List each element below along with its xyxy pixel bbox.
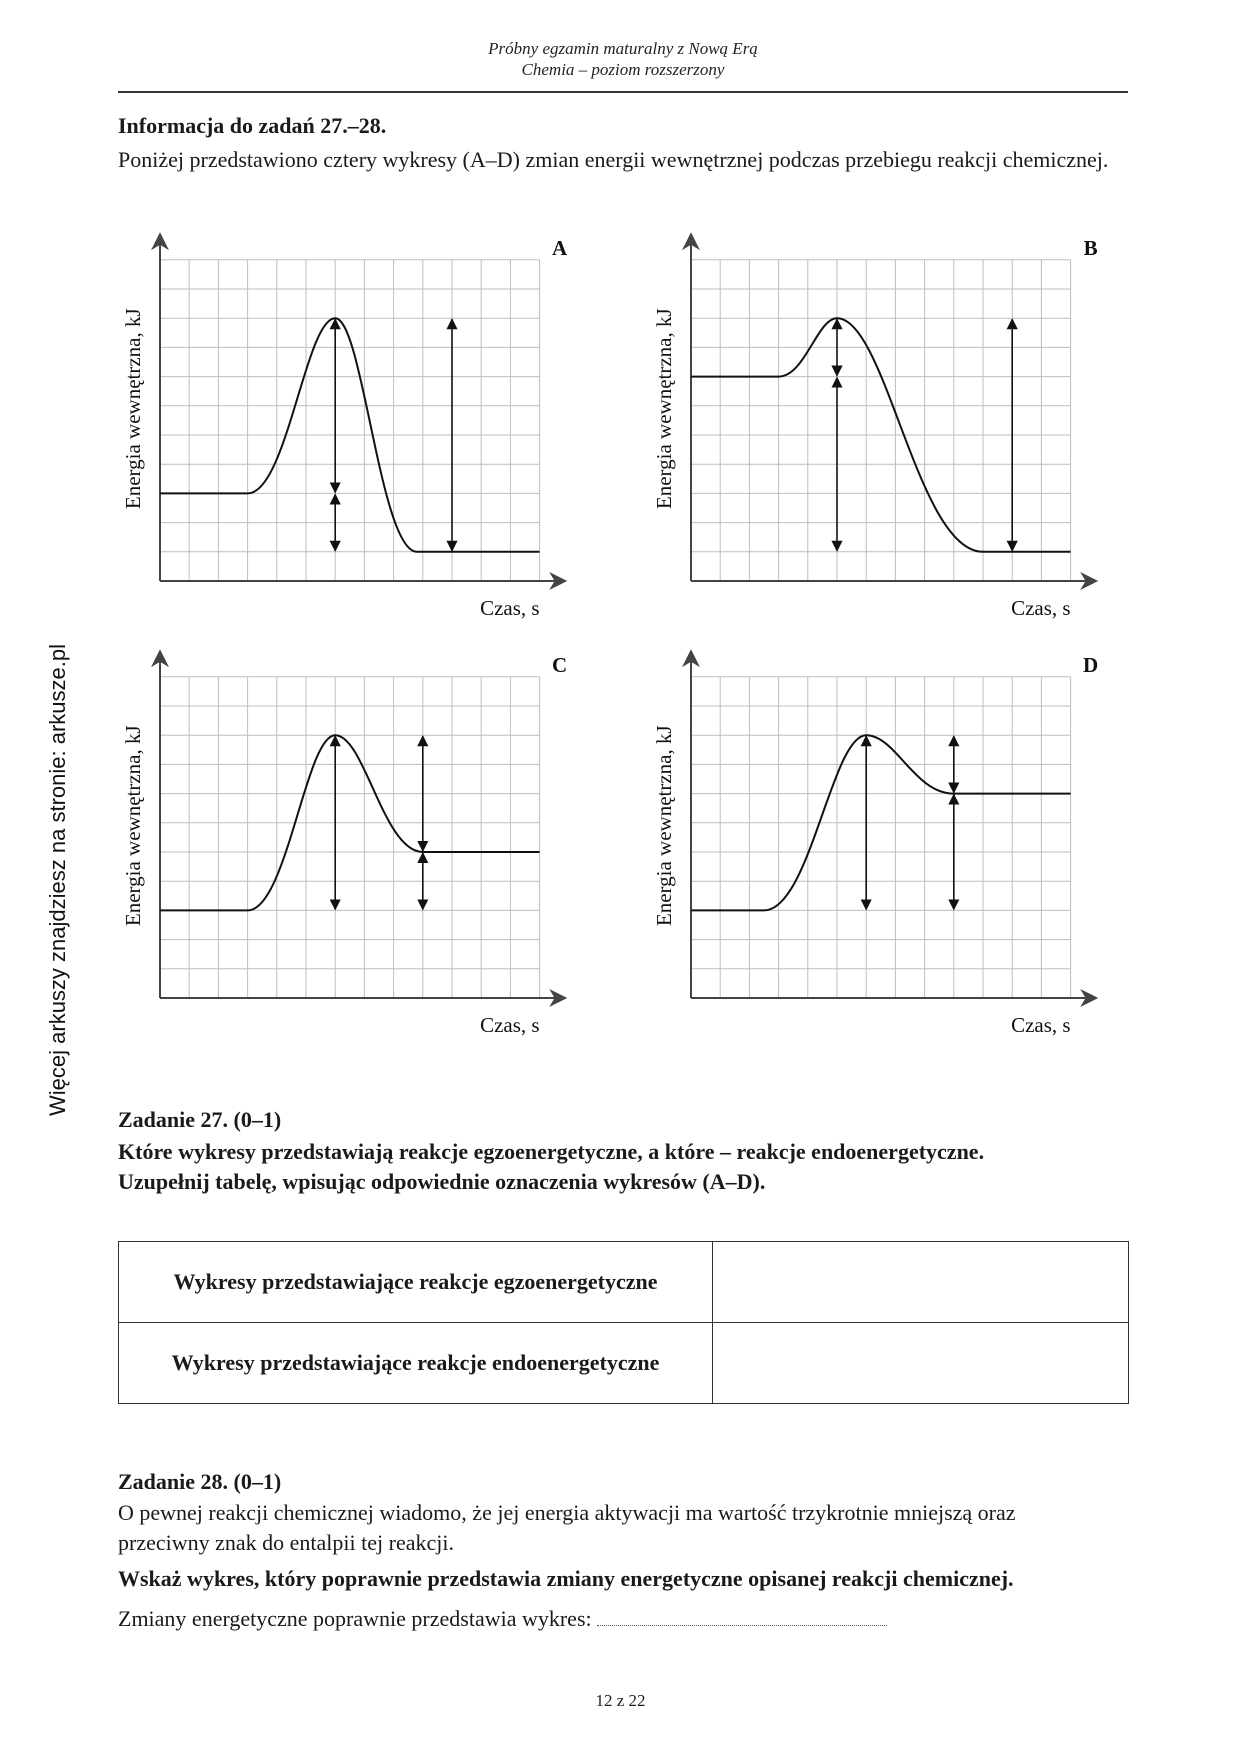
header-divider xyxy=(118,91,1128,93)
page-header: Próbny egzamin maturalny z Nową Erą Chem… xyxy=(118,38,1128,80)
task27-instruction-2: Uzupełnij tabelę, wpisując odpowiednie o… xyxy=(118,1169,766,1194)
panel-label: C xyxy=(552,653,567,677)
task28-instruction: Wskaż wykres, który poprawnie przedstawi… xyxy=(118,1566,1014,1591)
energy-curve xyxy=(691,317,1071,553)
chart-a: A Czas, s Energia wewnętrzna, kJ xyxy=(121,232,568,620)
task27-instruction-1: Które wykresy przedstawiają reakcje egzo… xyxy=(118,1139,985,1164)
page-number: 12 z 22 xyxy=(595,1691,646,1710)
table-row: Wykresy przedstawiające reakcje endoener… xyxy=(118,1322,1129,1404)
panel-label: B xyxy=(1084,236,1098,260)
energy-curve xyxy=(691,734,1071,912)
y-axis-label: Energia wewnętrzna, kJ xyxy=(652,308,676,509)
task28-text: O pewnej reakcji chemicznej wiadomo, że … xyxy=(118,1500,1016,1555)
info-text: Poniżej przedstawiono cztery wykresy (A–… xyxy=(118,147,1109,172)
y-axis-label: Energia wewnętrzna, kJ xyxy=(121,308,145,509)
task28-answer-line: Zmiany energetyczne poprawnie przedstawi… xyxy=(118,1604,888,1634)
y-axis-label: Energia wewnętrzna, kJ xyxy=(121,725,145,926)
panel-label: A xyxy=(552,236,568,260)
answer-cell-exo[interactable] xyxy=(712,1241,1129,1323)
task27-title: Zadanie 27. (0–1) xyxy=(118,1107,282,1132)
answer-cell-endo[interactable] xyxy=(712,1322,1129,1404)
task28-answer-prompt: Zmiany energetyczne poprawnie przedstawi… xyxy=(118,1606,592,1631)
x-axis-label: Czas, s xyxy=(480,1013,540,1037)
header-subject: Chemia – poziom rozszerzony xyxy=(521,60,725,79)
panel-label: D xyxy=(1083,653,1098,677)
row-label-endo: Wykresy przedstawiające reakcje endoener… xyxy=(118,1322,713,1404)
x-axis-label: Czas, s xyxy=(1011,1013,1071,1037)
answer-blank[interactable] xyxy=(597,1607,888,1626)
row-label-exo: Wykresy przedstawiające reakcje egzoener… xyxy=(118,1241,713,1323)
chart-c: C Czas, s Energia wewnętrzna, kJ xyxy=(121,649,568,1037)
task27-table: Wykresy przedstawiające reakcje egzoener… xyxy=(118,1241,1129,1404)
x-axis-label: Czas, s xyxy=(480,596,540,620)
header-exam-title: Próbny egzamin maturalny z Nową Erą xyxy=(488,39,758,58)
x-axis-label: Czas, s xyxy=(1011,596,1071,620)
y-axis-label: Energia wewnętrzna, kJ xyxy=(652,725,676,926)
task28-title: Zadanie 28. (0–1) xyxy=(118,1469,282,1494)
chart-d: D Czas, s Energia wewnętrzna, kJ xyxy=(652,649,1099,1037)
info-title: Informacja do zadań 27.–28. xyxy=(118,113,387,138)
table-row: Wykresy przedstawiające reakcje egzoener… xyxy=(118,1241,1129,1323)
chart-b: B Czas, s Energia wewnętrzna, kJ xyxy=(652,232,1099,620)
